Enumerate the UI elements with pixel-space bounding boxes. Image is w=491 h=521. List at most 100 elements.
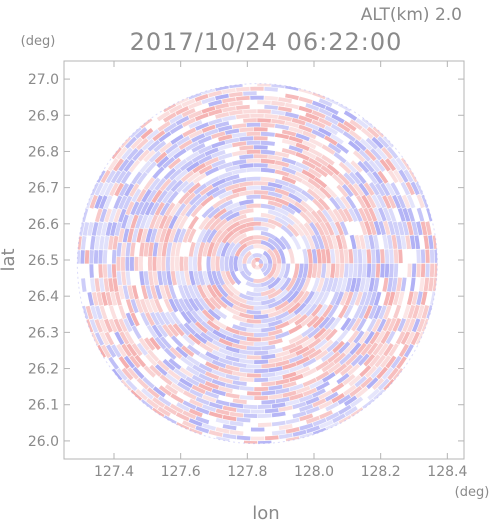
- radar-gate: [158, 131, 172, 143]
- radar-gate: [194, 93, 209, 102]
- radar-gate: [112, 235, 119, 250]
- radar-gate: [218, 347, 233, 357]
- radar-gate: [275, 359, 290, 367]
- radar-gate: [250, 95, 264, 100]
- radar-gate: [116, 368, 128, 381]
- radar-gate: [205, 351, 220, 361]
- radar-gate: [278, 97, 292, 104]
- radar-gate: [400, 331, 411, 345]
- radar-gate: [387, 194, 397, 209]
- radar-gate: [337, 103, 351, 112]
- radar-gate: [396, 235, 402, 250]
- radar-gate: [377, 136, 390, 149]
- radar-gate: [80, 250, 85, 264]
- radar-gate: [420, 291, 428, 306]
- radar-gate: [123, 159, 135, 173]
- radar-gate: [397, 291, 405, 306]
- radar-gate: [245, 239, 262, 247]
- radar-gate: [302, 367, 317, 378]
- radar-gate: [232, 324, 247, 332]
- radar-gate: [168, 104, 183, 114]
- radar-gate: [246, 309, 262, 315]
- radar-gate: [188, 270, 196, 286]
- radar-gate: [220, 295, 234, 308]
- radar-gate: [311, 277, 320, 293]
- radar-gate: [432, 235, 437, 249]
- radar-gate: [231, 214, 247, 223]
- radar-gate: [319, 221, 330, 236]
- radar-gate: [131, 228, 139, 243]
- radar-gate: [198, 352, 213, 363]
- x-tick-label: 127.8: [227, 464, 267, 480]
- radar-gate: [201, 88, 216, 95]
- radar-gate: [229, 109, 243, 116]
- radar-gate: [79, 222, 85, 236]
- radar-gate: [416, 318, 426, 333]
- radar-gate: [268, 375, 283, 382]
- radar-gate: [158, 385, 172, 397]
- radar-gate: [229, 429, 244, 436]
- radar-gate: [204, 371, 220, 380]
- radar-gate: [229, 420, 244, 427]
- radar-gate: [118, 318, 128, 333]
- radar-gate: [219, 256, 225, 272]
- radar-gate: [275, 350, 290, 358]
- radar-gate: [232, 223, 247, 234]
- radar-gate: [203, 217, 216, 231]
- radar-gate: [132, 366, 145, 380]
- radar-gate: [261, 363, 276, 369]
- radar-gate: [236, 104, 250, 110]
- radar-gate: [338, 161, 352, 174]
- radar-gate: [321, 234, 330, 250]
- radar-gate: [176, 135, 191, 146]
- radar-gate: [279, 277, 292, 292]
- radar-gate: [434, 263, 438, 277]
- radar-gate: [372, 342, 384, 356]
- radar-gate: [289, 364, 304, 373]
- radar-gate: [225, 202, 240, 212]
- radar-gate: [197, 135, 212, 145]
- radar-gate: [325, 391, 339, 402]
- radar-gate: [215, 112, 230, 119]
- radar-gate: [170, 271, 177, 286]
- radar-gate: [282, 352, 297, 361]
- radar-gate: [162, 358, 176, 371]
- radar-gate: [215, 93, 229, 101]
- radar-gate: [366, 377, 379, 390]
- radar-gate: [390, 157, 402, 171]
- radar-gate: [162, 324, 174, 338]
- radar-gate: [378, 207, 387, 222]
- radar-gate: [325, 328, 338, 342]
- y-tick-label: 26.9: [28, 108, 59, 124]
- radar-gate: [145, 228, 153, 243]
- radar-gate: [285, 85, 299, 91]
- radar-gate: [232, 371, 247, 377]
- radar-gate: [348, 129, 362, 141]
- radar-gate: [156, 359, 170, 372]
- radar-gate: [218, 125, 233, 133]
- radar-gate: [337, 172, 351, 186]
- radar-gate: [343, 120, 357, 132]
- radar-gate: [288, 334, 303, 345]
- radar-gate: [371, 263, 376, 278]
- radar-gate: [173, 228, 182, 243]
- radar-gate: [188, 408, 203, 418]
- radar-gate: [344, 161, 358, 174]
- radar-gate: [308, 167, 322, 179]
- radar-gate: [218, 143, 233, 151]
- radar-gate: [170, 382, 185, 394]
- radar-gate: [164, 284, 172, 300]
- radar-gate: [247, 391, 261, 396]
- radar-gate: [434, 249, 438, 263]
- radar-gate: [317, 197, 331, 211]
- radar-gate: [254, 395, 269, 401]
- radar-gate: [213, 307, 228, 320]
- radar-gate: [197, 145, 213, 155]
- radar-gate: [285, 111, 299, 119]
- radar-gate: [178, 322, 191, 336]
- radar-gate: [373, 234, 380, 250]
- radar-gate: [372, 377, 385, 390]
- radar-gate: [245, 281, 262, 288]
- radar-gate: [151, 189, 163, 204]
- radar-gate: [180, 356, 194, 368]
